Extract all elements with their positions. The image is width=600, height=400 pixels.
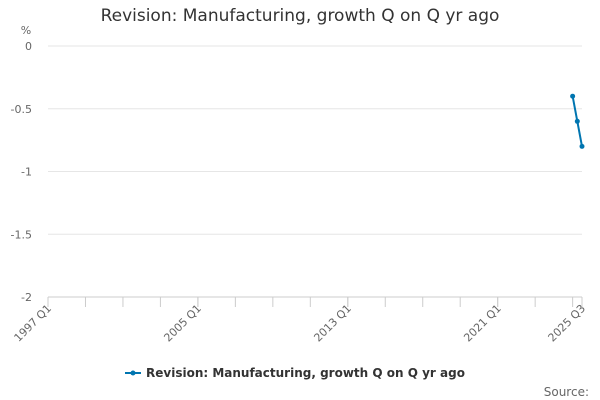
y-tick-label: -1.5 — [11, 228, 32, 241]
series-plot — [570, 93, 585, 149]
y-unit-label: % — [21, 24, 31, 37]
legend[interactable]: Revision: Manufacturing, growth Q on Q y… — [125, 366, 589, 399]
x-axis-ticks: 1997 Q1 2005 Q1 2013 Q1 2021 Q1 2025 Q3 — [12, 302, 589, 345]
data-point — [579, 143, 585, 149]
legend-item[interactable]: Revision: Manufacturing, growth Q on Q y… — [125, 366, 465, 380]
y-tick-label: -2 — [21, 291, 32, 304]
legend-label: Revision: Manufacturing, growth Q on Q y… — [146, 366, 465, 380]
y-tick-label: 0 — [25, 40, 32, 53]
source-label: Source: — [544, 385, 589, 399]
data-point — [574, 118, 580, 124]
x-tick-label: 2005 Q1 — [161, 302, 204, 345]
x-tick-label: 2025 Q3 — [546, 302, 589, 345]
x-axis — [47, 296, 583, 307]
data-point — [570, 93, 576, 99]
grid-lines — [48, 45, 582, 298]
x-tick-label: 2021 Q1 — [461, 302, 504, 345]
y-tick-label: -1 — [21, 166, 32, 179]
chart-title: Revision: Manufacturing, growth Q on Q y… — [100, 6, 500, 26]
y-tick-label: -0.5 — [11, 103, 32, 116]
legend-swatch-marker — [130, 370, 136, 376]
y-axis-ticks: % 0 -0.5 -1 -1.5 -2 — [11, 24, 32, 304]
x-tick-label: 2013 Q1 — [311, 302, 354, 345]
x-tick-label: 1997 Q1 — [12, 302, 55, 345]
